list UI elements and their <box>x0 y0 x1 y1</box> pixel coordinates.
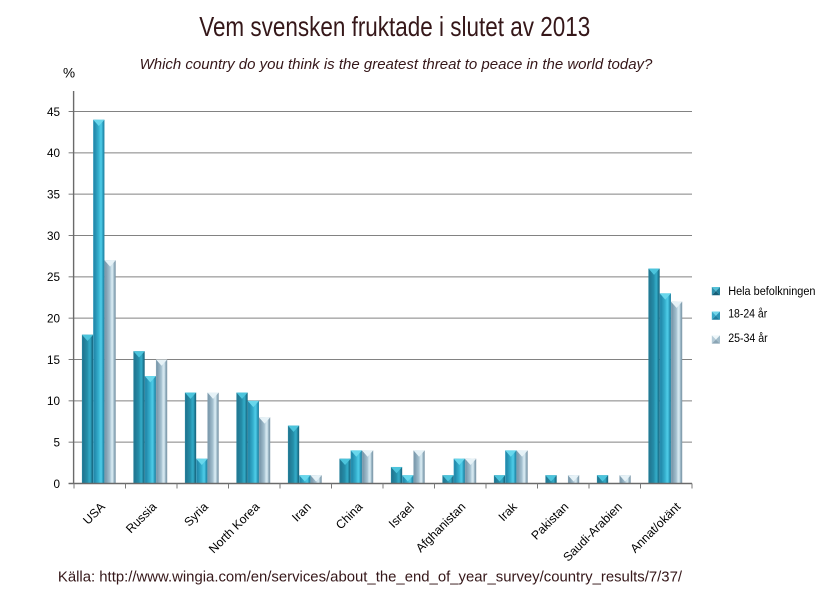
svg-text:Which country do you think is: Which country do you think is the greate… <box>140 56 653 73</box>
svg-text:Hela befolkningen: Hela befolkningen <box>728 284 815 298</box>
svg-text:10: 10 <box>47 395 61 408</box>
svg-text:25-34 år: 25-34 år <box>728 331 768 345</box>
svg-text:%: % <box>63 65 75 80</box>
svg-text:45: 45 <box>47 106 61 119</box>
svg-text:Vem svensken fruktade i slutet: Vem svensken fruktade i slutet av 2013 <box>199 11 590 42</box>
svg-text:15: 15 <box>47 354 61 367</box>
svg-text:40: 40 <box>47 147 61 160</box>
svg-text:35: 35 <box>47 188 61 201</box>
svg-text:30: 30 <box>47 230 61 243</box>
svg-text:0: 0 <box>53 478 60 491</box>
svg-text:5: 5 <box>53 436 60 449</box>
svg-text:Källa: http://www.wingia.com/e: Källa: http://www.wingia.com/en/services… <box>58 570 683 586</box>
svg-text:20: 20 <box>47 312 61 325</box>
svg-text:18-24 år: 18-24 år <box>728 306 767 320</box>
svg-text:25: 25 <box>47 271 61 284</box>
